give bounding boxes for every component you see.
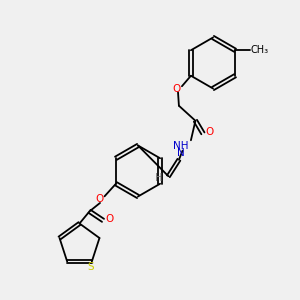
- Text: N: N: [176, 148, 184, 158]
- Text: H: H: [155, 173, 163, 183]
- Text: CH₃: CH₃: [250, 45, 269, 55]
- Text: O: O: [106, 214, 114, 224]
- Text: O: O: [172, 84, 181, 94]
- Text: S: S: [87, 262, 94, 272]
- Text: O: O: [95, 194, 103, 204]
- Text: O: O: [206, 127, 214, 137]
- Text: NH: NH: [173, 141, 188, 151]
